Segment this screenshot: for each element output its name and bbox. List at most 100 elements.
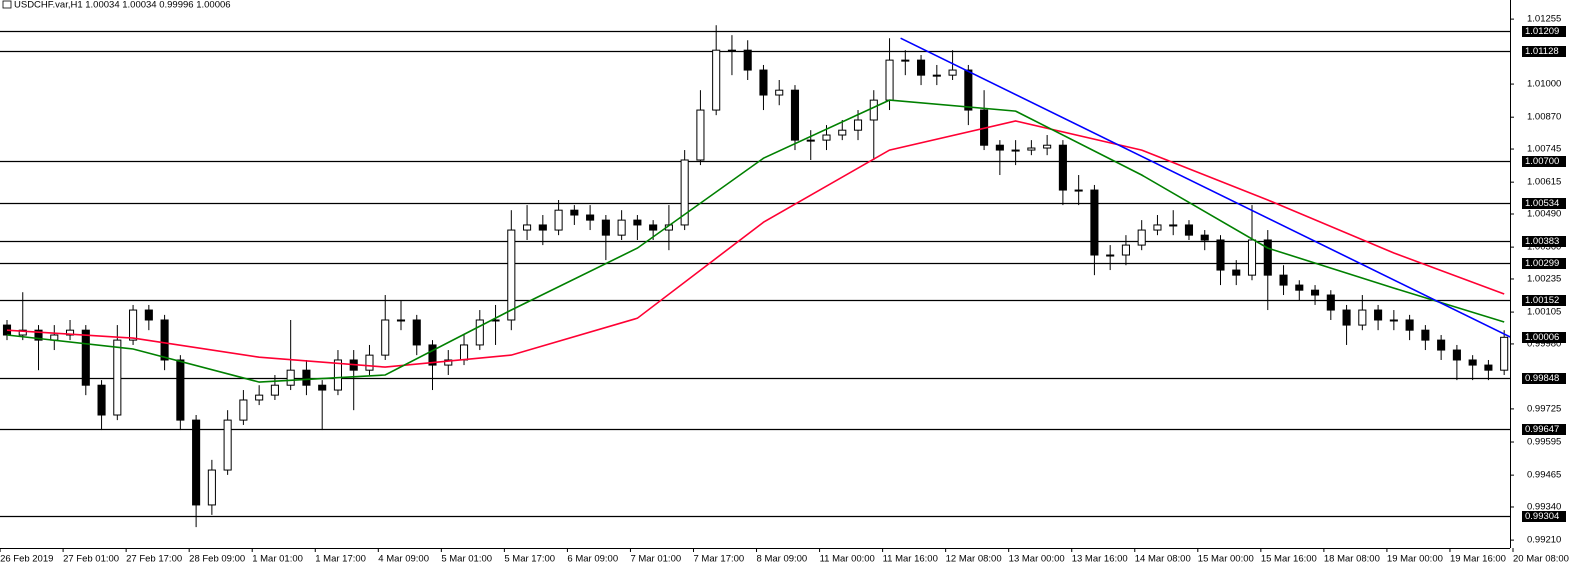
candle-body: [1027, 147, 1036, 151]
candle-body: [1468, 359, 1477, 366]
x-tick-label: 19 Mar 16:00: [1450, 554, 1506, 565]
candle-body: [1263, 239, 1272, 276]
candle-body: [1405, 319, 1414, 331]
y-tick-label: 0.99725: [1527, 403, 1561, 414]
candle-body: [81, 329, 90, 386]
candle-body: [255, 394, 264, 401]
chart-title: USDCHF.var,H1 1.00034 1.00034 0.99996 1.…: [14, 0, 231, 11]
x-tick-label: 6 Mar 09:00: [567, 554, 618, 565]
candle-body: [176, 359, 185, 421]
y-tick-label: 1.01255: [1527, 14, 1561, 25]
candle-body: [995, 144, 1004, 151]
candle-body: [712, 49, 721, 111]
candle-body: [1389, 319, 1398, 322]
candle-body: [538, 224, 547, 231]
candle-body: [917, 59, 926, 76]
x-tick-label: 1 Mar 01:00: [252, 554, 303, 565]
x-tick-label: 15 Mar 00:00: [1198, 554, 1254, 565]
x-tick-label: 7 Mar 01:00: [630, 554, 681, 565]
candle-body: [1216, 239, 1225, 271]
candle-body: [412, 319, 421, 346]
candle-body: [302, 369, 311, 386]
level-price-label: 0.99647: [1525, 424, 1559, 435]
candle-body: [869, 99, 878, 121]
candle-body: [113, 339, 122, 416]
candle-body: [207, 469, 216, 506]
x-tick-label: 27 Feb 01:00: [63, 554, 119, 565]
candle-body: [601, 219, 610, 236]
candle-body: [759, 69, 768, 96]
x-tick-label: 15 Mar 16:00: [1261, 554, 1317, 565]
level-price-label: 0.99848: [1525, 373, 1559, 384]
level-price-label: 1.01209: [1525, 26, 1559, 37]
level-price-label: 1.00700: [1525, 156, 1559, 167]
plot-area: [0, 25, 1510, 528]
x-tick-label: 4 Mar 09:00: [378, 554, 429, 565]
candle-body: [790, 89, 800, 141]
y-tick-label: 1.00105: [1527, 307, 1561, 318]
candle-body: [1169, 224, 1178, 227]
y-tick-label: 0.99595: [1527, 437, 1561, 448]
x-tick-label: 5 Mar 17:00: [504, 554, 555, 565]
x-tick-label: 27 Feb 17:00: [126, 554, 182, 565]
y-tick-label: 1.00745: [1527, 144, 1561, 155]
candle-body: [554, 209, 563, 231]
candle-body: [459, 344, 469, 361]
candle-body: [1342, 309, 1351, 326]
candle-body: [649, 224, 658, 231]
level-price-label: 1.00299: [1525, 258, 1559, 269]
candle-body: [286, 369, 295, 386]
y-tick-label: 0.99210: [1527, 535, 1561, 546]
candle-body: [97, 384, 106, 416]
level-price-label: 1.00534: [1525, 198, 1559, 209]
candle-body: [144, 309, 153, 321]
candle-body: [1074, 189, 1083, 192]
candle-body: [932, 74, 941, 77]
candle-body: [696, 109, 705, 161]
candle-body: [885, 59, 894, 101]
level-price-box: [1522, 258, 1566, 269]
y-tick-label: 0.99980: [1527, 338, 1561, 349]
candle-body: [1358, 309, 1367, 326]
line-series: [900, 37, 1510, 338]
y-tick-label: 0.99340: [1527, 501, 1561, 512]
x-tick-label: 19 Mar 00:00: [1387, 554, 1443, 565]
candle-body: [192, 419, 201, 506]
candle-body: [333, 359, 342, 391]
candle-body: [617, 219, 626, 236]
candle-body: [239, 399, 248, 421]
level-price-box: [1522, 236, 1566, 247]
candle-body: [1043, 144, 1052, 149]
candle-body: [680, 159, 689, 226]
candle-body: [1279, 274, 1288, 286]
candle-body: [1153, 224, 1162, 231]
candle-body: [633, 219, 642, 226]
candle-body: [1500, 336, 1509, 371]
candle-body: [1421, 329, 1430, 341]
level-price-label: 1.00152: [1525, 295, 1559, 306]
candle-body: [1437, 339, 1446, 351]
level-price-box: [1522, 46, 1566, 57]
y-tick-label: 0.99465: [1527, 470, 1561, 481]
candle-body: [444, 359, 453, 366]
candle-body: [318, 384, 327, 391]
level-price-box: [1522, 198, 1566, 209]
candle-body: [1484, 364, 1493, 371]
candle-body: [1295, 284, 1304, 291]
level-price-label: 1.00383: [1525, 236, 1559, 247]
candle-body: [901, 59, 910, 62]
candle-body: [822, 134, 831, 141]
candle-body: [270, 384, 279, 396]
y-tick-label: 1.01000: [1527, 79, 1561, 90]
level-price-label: 1.01128: [1525, 46, 1559, 57]
candle-body: [743, 49, 752, 71]
x-tick-label: 1 Mar 17:00: [315, 554, 366, 565]
symbol-icon: [2, 0, 12, 9]
candle-body: [18, 329, 27, 336]
candle-body: [1137, 229, 1146, 246]
x-tick-label: 13 Mar 16:00: [1072, 554, 1128, 565]
candle-body: [1326, 294, 1335, 311]
candle-body: [507, 229, 516, 321]
candle-body: [381, 319, 390, 356]
